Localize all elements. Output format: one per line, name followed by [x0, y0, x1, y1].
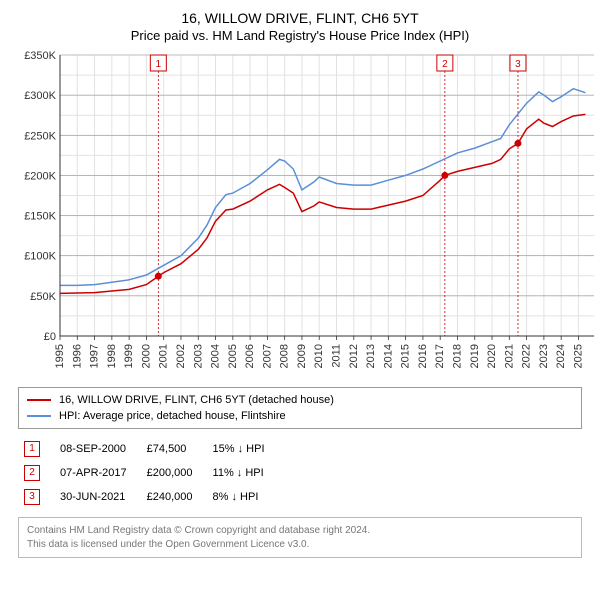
chart-title-sub: Price paid vs. HM Land Registry's House …: [10, 28, 590, 43]
legend: 16, WILLOW DRIVE, FLINT, CH6 5YT (detach…: [18, 387, 582, 429]
chart-marker-badge-text: 2: [442, 59, 448, 70]
marker-date: 30-JUN-2021: [54, 485, 141, 509]
chart-marker-badge-text: 3: [515, 59, 521, 70]
attribution-footer: Contains HM Land Registry data © Crown c…: [18, 517, 582, 558]
legend-label-hpi: HPI: Average price, detached house, Flin…: [59, 410, 286, 422]
x-tick-label: 2005: [227, 344, 239, 368]
x-tick-label: 2019: [469, 344, 481, 368]
chart-title-block: 16, WILLOW DRIVE, FLINT, CH6 5YT Price p…: [10, 10, 590, 43]
x-tick-label: 2014: [382, 344, 394, 368]
legend-item-property: 16, WILLOW DRIVE, FLINT, CH6 5YT (detach…: [27, 392, 573, 408]
marker-date: 08-SEP-2000: [54, 437, 141, 461]
chart-marker-badge-text: 1: [156, 59, 162, 70]
x-tick-label: 2007: [261, 344, 273, 368]
x-tick-label: 1999: [123, 344, 135, 368]
marker-price: £200,000: [141, 461, 207, 485]
x-tick-label: 2012: [348, 344, 360, 368]
x-tick-label: 2013: [365, 344, 377, 368]
x-tick-label: 2006: [244, 344, 256, 368]
y-tick-label: £0: [44, 331, 56, 343]
footer-line-2: This data is licensed under the Open Gov…: [27, 538, 573, 552]
sale-marker-dot: [441, 172, 448, 179]
marker-row: 2 07-APR-2017 £200,000 11% ↓ HPI: [18, 461, 279, 485]
marker-price: £240,000: [141, 485, 207, 509]
legend-label-property: 16, WILLOW DRIVE, FLINT, CH6 5YT (detach…: [59, 394, 334, 406]
x-tick-label: 2008: [279, 344, 291, 368]
marker-delta: 11% ↓ HPI: [207, 461, 279, 485]
x-tick-label: 2011: [331, 344, 343, 368]
line-chart: £0 £50K £100K £150K £200K £250K £300K £350K 1 2 3 1…: [18, 51, 598, 381]
marker-row: 3 30-JUN-2021 £240,000 8% ↓ HPI: [18, 485, 279, 509]
sale-marker-dot: [514, 140, 521, 147]
sale-marker-dot: [155, 273, 162, 280]
x-tick-label: 2003: [192, 344, 204, 368]
x-tick-label: 1995: [54, 344, 66, 368]
chart-area: £0 £50K £100K £150K £200K £250K £300K £350K 1 2 3 1…: [18, 51, 582, 381]
x-tick-label: 2000: [140, 344, 152, 368]
legend-swatch-property: [27, 399, 51, 401]
y-tick-label: £250K: [24, 130, 56, 142]
x-tick-label: 2009: [296, 344, 308, 368]
x-tick-label: 1998: [106, 344, 118, 368]
x-tick-label: 2002: [175, 344, 187, 368]
x-tick-label: 1996: [71, 344, 83, 368]
x-tick-label: 2016: [417, 344, 429, 368]
footer-line-1: Contains HM Land Registry data © Crown c…: [27, 524, 573, 538]
x-tick-label: 1997: [89, 344, 101, 368]
x-tick-label: 2020: [486, 344, 498, 368]
marker-delta: 8% ↓ HPI: [207, 485, 279, 509]
y-tick-label: £150K: [24, 211, 56, 223]
x-tick-label: 2001: [158, 344, 170, 368]
y-tick-label: £350K: [24, 51, 56, 62]
x-tick-label: 2018: [451, 344, 463, 368]
x-tick-label: 2015: [400, 344, 412, 368]
x-tick-label: 2024: [555, 344, 567, 368]
y-tick-label: £300K: [24, 90, 56, 102]
x-tick-label: 2010: [313, 344, 325, 368]
x-tick-label: 2022: [521, 344, 533, 368]
x-tick-label: 2023: [538, 344, 550, 368]
x-tick-label: 2004: [210, 344, 222, 368]
y-tick-label: £200K: [24, 170, 56, 182]
x-tick-label: 2021: [503, 344, 515, 368]
marker-badge: 2: [24, 465, 40, 481]
marker-badge: 1: [24, 441, 40, 457]
chart-title-main: 16, WILLOW DRIVE, FLINT, CH6 5YT: [10, 10, 590, 26]
x-tick-label: 2017: [434, 344, 446, 368]
y-tick-label: £100K: [24, 251, 56, 263]
marker-price: £74,500: [141, 437, 207, 461]
marker-row: 1 08-SEP-2000 £74,500 15% ↓ HPI: [18, 437, 279, 461]
sale-markers-table: 1 08-SEP-2000 £74,500 15% ↓ HPI 2 07-APR…: [18, 437, 279, 509]
legend-swatch-hpi: [27, 415, 51, 417]
marker-date: 07-APR-2017: [54, 461, 141, 485]
x-tick-label: 2025: [572, 344, 584, 368]
marker-badge: 3: [24, 489, 40, 505]
marker-delta: 15% ↓ HPI: [207, 437, 279, 461]
y-tick-label: £50K: [30, 291, 56, 303]
legend-item-hpi: HPI: Average price, detached house, Flin…: [27, 408, 573, 424]
